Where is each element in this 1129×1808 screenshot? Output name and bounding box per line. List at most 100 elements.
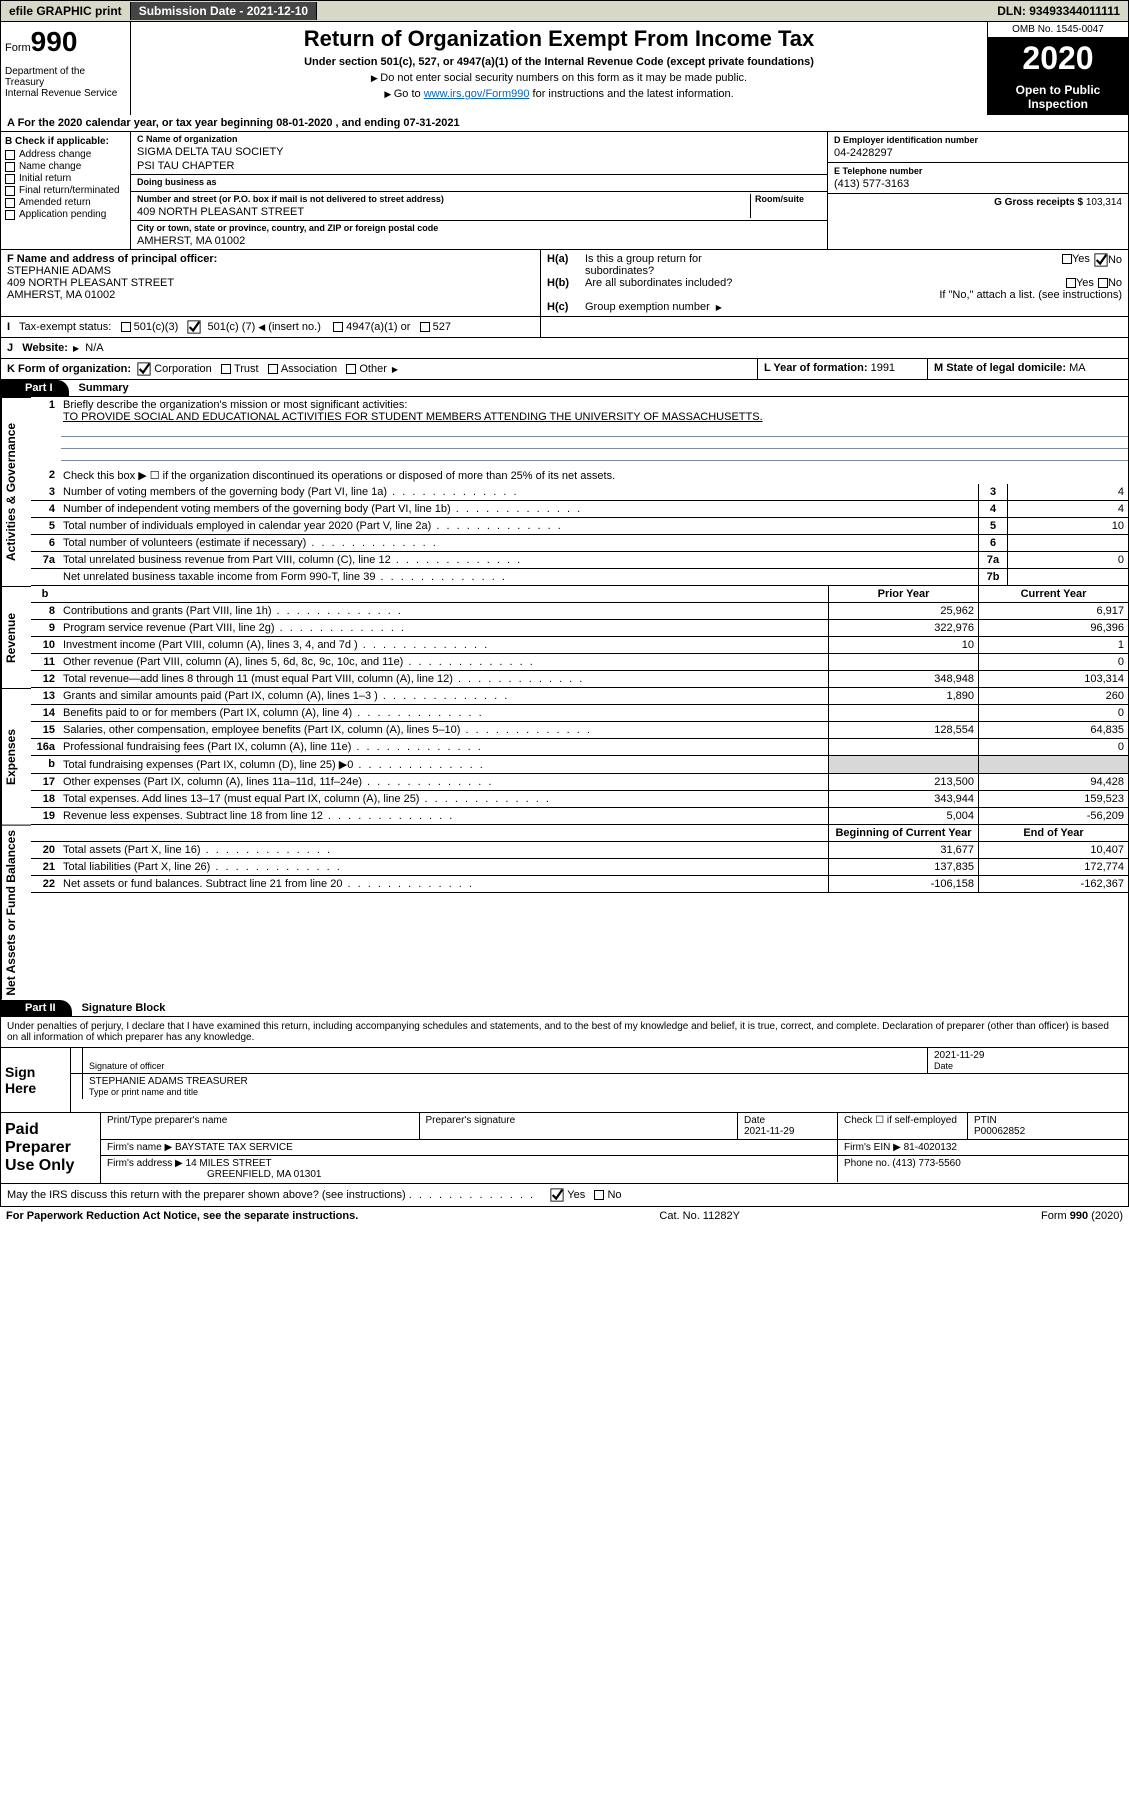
footer-left: For Paperwork Reduction Act Notice, see …: [6, 1210, 358, 1222]
net-line-22: 22Net assets or fund balances. Subtract …: [31, 876, 1128, 893]
chk-initial-return[interactable]: Initial return: [5, 173, 126, 184]
line-1-text: TO PROVIDE SOCIAL AND EDUCATIONAL ACTIVI…: [63, 411, 1124, 423]
officer-name: STEPHANIE ADAMS: [7, 265, 534, 277]
org-name-label: C Name of organization: [137, 134, 821, 144]
form-note-ssn: Do not enter social security numbers on …: [135, 72, 983, 84]
footer-mid: Cat. No. 11282Y: [659, 1210, 740, 1222]
gross-receipts-value: 103,314: [1086, 197, 1122, 208]
ha-yes[interactable]: Yes: [1062, 253, 1090, 265]
chk-final-return[interactable]: Final return/terminated: [5, 185, 126, 196]
preparer-name-label: Print/Type preparer's name: [101, 1113, 420, 1139]
sign-here-label: Sign Here: [1, 1048, 71, 1112]
line-2-label: Check this box ▶ ☐ if the organization d…: [59, 467, 1128, 484]
form-word: Form: [5, 42, 31, 54]
ha-no[interactable]: No: [1094, 253, 1122, 267]
part-2-tab: Part II: [1, 1000, 72, 1016]
signer-name-row: STEPHANIE ADAMS TREASURER Type or print …: [71, 1074, 1128, 1099]
preparer-row-1: Print/Type preparer's name Preparer's si…: [101, 1113, 1128, 1140]
city-value: AMHERST, MA 01002: [137, 235, 821, 247]
box-m: M State of legal domicile: MA: [928, 359, 1128, 379]
submission-date: Submission Date - 2021-12-10: [131, 2, 317, 20]
rev-line-8: 8Contributions and grants (Part VIII, li…: [31, 603, 1128, 620]
box-l: L Year of formation: 1991: [758, 359, 928, 379]
chk-501c3[interactable]: [121, 322, 131, 332]
dba-row: Doing business as: [131, 175, 827, 192]
summary-body: Activities & Governance 1 Briefly descri…: [0, 397, 1129, 1000]
discuss-yes[interactable]: Yes: [567, 1189, 585, 1201]
chk-amended-return[interactable]: Amended return: [5, 197, 126, 208]
current-year-hdr: Current Year: [978, 586, 1128, 602]
box-d: D Employer identification number 04-2428…: [828, 132, 1128, 163]
ha-label: Is this a group return for subordinates?: [585, 253, 1058, 277]
self-employed-check[interactable]: Check ☐ if self-employed: [838, 1113, 968, 1139]
form-990: 990: [31, 26, 78, 57]
gov-line-4: 4Number of independent voting members of…: [31, 501, 1128, 518]
discuss-no-box[interactable]: [594, 1190, 604, 1200]
k-trust: Trust: [234, 363, 259, 375]
chk-name-change[interactable]: Name change: [5, 161, 126, 172]
line-1-label: Briefly describe the organization's miss…: [63, 399, 407, 411]
right-header-cell: OMB No. 1545-0047 2020 Open to Public In…: [988, 22, 1128, 115]
sig-date-label: Date: [934, 1061, 1122, 1071]
rev-line-10: 10Investment income (Part VIII, column (…: [31, 637, 1128, 654]
chk-address-change[interactable]: Address change: [5, 149, 126, 160]
topbar: efile GRAPHIC print Submission Date - 20…: [0, 0, 1129, 22]
tax-exempt-cell: I Tax-exempt status: 501(c)(3) 501(c) (7…: [1, 317, 541, 337]
net-line-21: 21Total liabilities (Part X, line 26)137…: [31, 859, 1128, 876]
goto-post: for instructions and the latest informat…: [529, 88, 733, 100]
right-info-block: D Employer identification number 04-2428…: [828, 132, 1128, 249]
rev-line-9: 9Program service revenue (Part VIII, lin…: [31, 620, 1128, 637]
chk-trust[interactable]: [221, 364, 231, 374]
form-subtitle: Under section 501(c), 527, or 4947(a)(1)…: [135, 56, 983, 68]
exp-line-16a: 16aProfessional fundraising fees (Part I…: [31, 739, 1128, 756]
chk-4947[interactable]: [333, 322, 343, 332]
preparer-row-addr: Firm's address ▶ 14 MILES STREET GREENFI…: [101, 1156, 1128, 1182]
year-formation-label: L Year of formation:: [764, 362, 868, 374]
chk-other[interactable]: [346, 364, 356, 374]
box-e: E Telephone number (413) 577-3163: [828, 163, 1128, 194]
ein-label: D Employer identification number: [834, 135, 1122, 145]
row-j-website: J Website: N/A: [0, 338, 1129, 359]
net-line-20: 20Total assets (Part X, line 16)31,67710…: [31, 842, 1128, 859]
sig-officer-label: Signature of officer: [89, 1061, 921, 1071]
rev-header: b Prior Year Current Year: [31, 586, 1128, 603]
part-2-header: Part II Signature Block: [0, 1000, 1129, 1017]
chk-application-pending[interactable]: Application pending: [5, 209, 126, 220]
officer-addr: 409 NORTH PLEASANT STREET: [7, 277, 534, 289]
h-note: If "No," attach a list. (see instruction…: [939, 289, 1122, 301]
phone-value: (413) 577-3163: [834, 178, 1122, 190]
hb-yes[interactable]: Yes: [1066, 277, 1094, 289]
k-assoc: Association: [281, 363, 337, 375]
rev-line-12: 12Total revenue—add lines 8 through 11 (…: [31, 671, 1128, 688]
chk-assoc[interactable]: [268, 364, 278, 374]
revenue-inner: b Prior Year Current Year 8Contributions…: [31, 586, 1128, 688]
box-c: C Name of organization SIGMA DELTA TAU S…: [131, 132, 828, 249]
gov-line-6: 6Total number of volunteers (estimate if…: [31, 535, 1128, 552]
discuss-row: May the IRS discuss this return with the…: [0, 1184, 1129, 1207]
dln: DLN: 93493344011111: [997, 4, 1128, 18]
preparer-block: Paid Preparer Use Only Print/Type prepar…: [0, 1113, 1129, 1184]
exp-line-13: 13Grants and similar amounts paid (Part …: [31, 688, 1128, 705]
irs-link[interactable]: www.irs.gov/Form990: [424, 88, 530, 100]
check-icon: [1094, 253, 1108, 267]
rev-line-11: 11Other revenue (Part VIII, column (A), …: [31, 654, 1128, 671]
tax-year: 2020: [988, 38, 1128, 79]
penalty-statement: Under penalties of perjury, I declare th…: [0, 1017, 1129, 1048]
blank-line: [61, 437, 1128, 449]
exp-line-15: 15Salaries, other compensation, employee…: [31, 722, 1128, 739]
insert-no-hint: (insert no.): [268, 321, 321, 333]
form-title: Return of Organization Exempt From Incom…: [135, 26, 983, 52]
sig-date: 2021-11-29: [934, 1050, 1122, 1061]
form-number-cell: Form990 Department of the Treasury Inter…: [1, 22, 131, 115]
side-netassets: Net Assets or Fund Balances: [1, 825, 31, 1000]
firm-addr-label: Firm's address ▶: [107, 1158, 183, 1169]
signature-block: Sign Here Signature of officer 2021-11-2…: [0, 1048, 1129, 1113]
firm-phone: (413) 773-5560: [892, 1158, 960, 1169]
city-label: City or town, state or province, country…: [137, 223, 821, 233]
hb-no[interactable]: No: [1098, 277, 1122, 289]
dept-line1: Department of the Treasury: [5, 66, 126, 88]
org-name-row: C Name of organization SIGMA DELTA TAU S…: [131, 132, 827, 175]
efile-graphic-print[interactable]: efile GRAPHIC print: [1, 2, 131, 20]
chk-527[interactable]: [420, 322, 430, 332]
header-grid: B Check if applicable: Address change Na…: [0, 132, 1129, 250]
